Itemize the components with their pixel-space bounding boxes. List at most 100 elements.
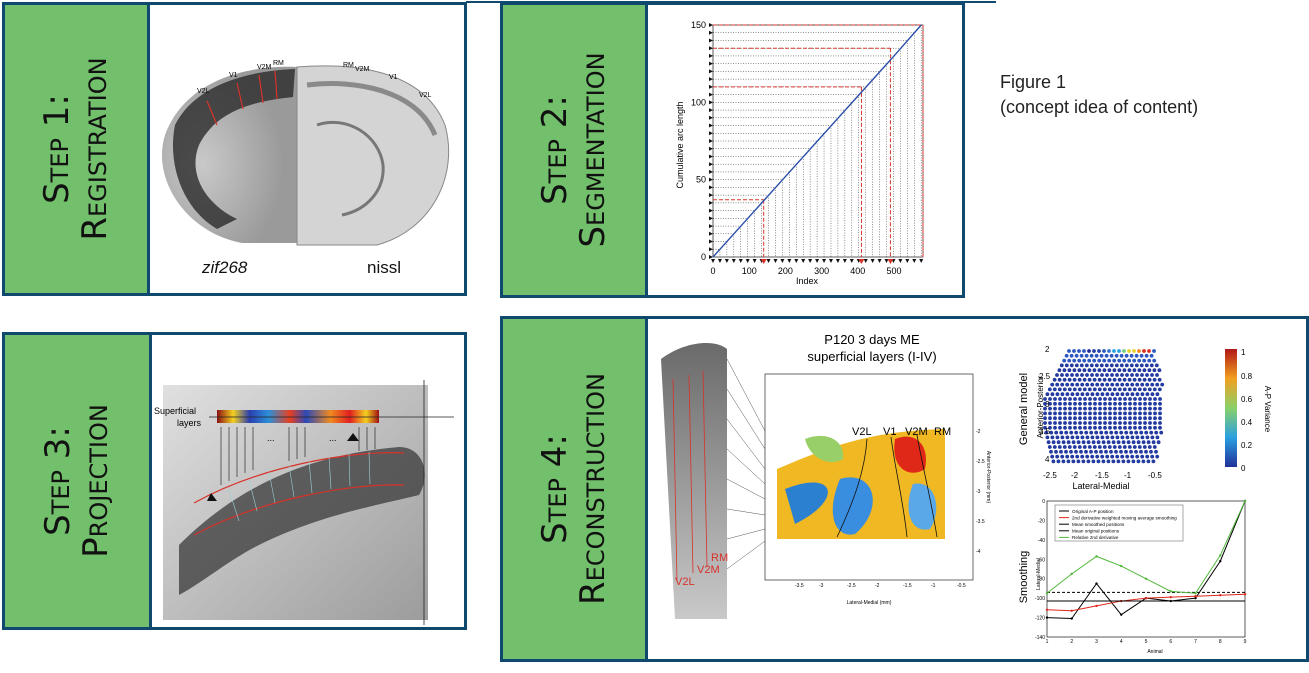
step1-title-line1: Step 1: (37, 94, 77, 204)
general-model-dot (1072, 445, 1077, 449)
general-model-dot (1143, 421, 1147, 425)
general-model-dot (1043, 397, 1047, 401)
general-model-dot (1145, 454, 1150, 459)
general-model-dot (1158, 397, 1162, 401)
general-model-dot (1063, 397, 1067, 401)
general-model-dot (1138, 397, 1142, 401)
general-model-dot (1140, 392, 1145, 397)
step2-label-tab: Step 2: Segmentation (503, 5, 648, 295)
general-model-dot (1140, 454, 1145, 459)
general-model-dot (1123, 425, 1127, 430)
smoothing-point-0 (1070, 617, 1073, 620)
segmentation-xtick-3: 300 (814, 266, 829, 276)
step1-label-left-rm: RM (273, 60, 284, 67)
general-model-dot (1138, 406, 1142, 411)
general-model-dot (1144, 449, 1148, 454)
general-model-dot (1108, 411, 1112, 416)
general-model-dot (1055, 373, 1059, 377)
general-model-dot (1060, 373, 1064, 377)
smoothing-legend-entry-1: 2nd derivative weighted moving average s… (1072, 515, 1177, 520)
general-model-dot (1152, 445, 1157, 449)
segment-x-marker (801, 259, 806, 263)
smoothing-legend-entry-4: Relative 2nd derivative (1072, 535, 1119, 540)
map-xtick-1: -3.5 (795, 583, 804, 589)
general-model-dot (1059, 449, 1063, 454)
general-model-dot (1141, 440, 1146, 445)
general-model-dot (1094, 353, 1099, 358)
general-model-dot (1084, 353, 1089, 358)
step1-title-line2: Registration (75, 57, 115, 241)
general-model-dot (1125, 373, 1129, 377)
general-model-dot (1120, 435, 1125, 440)
general-model-dot (1077, 349, 1081, 353)
general-model-dot (1085, 373, 1089, 377)
general-model-dot (1125, 382, 1130, 387)
general-model-dot (1123, 397, 1127, 401)
general-model-dot (1137, 349, 1141, 353)
boundary-marker-left (207, 493, 217, 501)
segment-y-marker (709, 115, 713, 120)
general-model-dot (1133, 425, 1137, 430)
step1-image: V2L V1 V2M RM RM V2M V1 V2L zif268 nissl (147, 5, 464, 293)
general-model-dot (1103, 397, 1107, 401)
general-model-dot (1114, 363, 1119, 368)
general-model-dot (1059, 430, 1064, 435)
general-model-dot (1115, 454, 1120, 459)
general-model-dot (1078, 421, 1082, 425)
smoothing-legend-entry-3: Mean original positions (1072, 529, 1120, 534)
general-model-dot (1107, 368, 1112, 373)
step3-panel: Step 3: Projection (2, 332, 467, 630)
general-model-dot (1043, 421, 1047, 425)
general-model-dot (1087, 445, 1092, 449)
segment-y-marker (709, 208, 713, 213)
general-model-dot (1095, 435, 1100, 440)
segment-x-marker (752, 259, 757, 263)
general-model-dot (1101, 459, 1106, 464)
highlight-x-marker-2 (887, 259, 894, 264)
general-model-dot (1099, 449, 1103, 454)
step2-title-line1: Step 2: (535, 95, 575, 205)
stack-label-rm: RM (711, 552, 728, 564)
general-model-dot (1155, 435, 1160, 440)
general-model-dot (1072, 368, 1077, 373)
general-model-dot (1060, 382, 1065, 387)
general-model-dot (1097, 387, 1102, 392)
stack-label-v2l: V2L (675, 576, 695, 588)
smoothing-point-4 (1194, 592, 1197, 595)
general-model-dot (1123, 411, 1127, 416)
general-model-dot (1063, 425, 1067, 430)
general-model-dot (1096, 440, 1101, 445)
ellipsis-b: ... (329, 433, 337, 443)
superficial-layers-label-line1: Superficial (154, 406, 196, 416)
general-model-dot (1089, 363, 1094, 368)
segmentation-ytick-1: 50 (696, 175, 706, 185)
general-model-dot (1087, 349, 1091, 353)
general-model-dot (1082, 368, 1087, 373)
general-model-dot (1070, 373, 1074, 377)
general-model-dot (1105, 392, 1110, 397)
step2-panel: Step 2: Segmentation 0 100 200 300 400 500 0 50… (500, 2, 965, 298)
general-model-dot (1121, 440, 1126, 445)
general-model-dot (1115, 435, 1120, 440)
general-model-dot (1103, 425, 1107, 430)
general-model-dot (1149, 363, 1154, 368)
zif268-cortex-band (172, 69, 295, 229)
general-model-dot (1123, 401, 1127, 406)
general-model-dot (1078, 411, 1082, 416)
general-model-dot (1075, 382, 1080, 387)
gm-xtick-3: -1.5 (1095, 471, 1109, 480)
smoothing-xtick-7: 8 (1219, 639, 1222, 645)
highlight-x-marker-1 (858, 259, 865, 264)
general-model-dot (1072, 358, 1077, 363)
smoothing-point-4 (1120, 564, 1123, 568)
general-model-dot (1123, 406, 1127, 411)
general-model-dot (1122, 377, 1127, 382)
step1-label-right-v2l: V2L (419, 92, 432, 99)
segment-x-marker (822, 259, 827, 263)
general-model-dot (1104, 353, 1109, 358)
general-model-dot (1073, 425, 1077, 430)
segment-y-marker (709, 84, 713, 89)
cbar-tick-5: 1 (1241, 348, 1246, 357)
general-model-dot (1108, 425, 1112, 430)
general-model-dot (1068, 406, 1072, 411)
